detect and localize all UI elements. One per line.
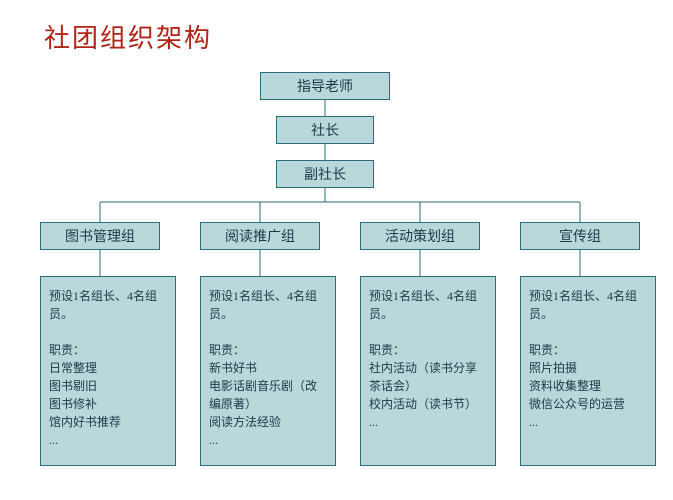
node-label: 副社长: [304, 164, 346, 184]
page-title: 社团组织架构: [44, 18, 212, 55]
node-president: 社长: [276, 116, 374, 144]
detail-line: 电影话剧音乐剧（改编原著）: [209, 377, 327, 413]
detail-blank: [209, 323, 327, 341]
node-root: 指导老师: [260, 72, 390, 100]
detail-duty-label: 职责：: [49, 341, 167, 359]
node-group-2: 阅读推广组: [200, 222, 320, 250]
detail-line: ...: [529, 413, 647, 431]
detail-line: ...: [209, 431, 327, 449]
detail-line: 图书剔旧: [49, 377, 167, 395]
detail-blank: [49, 323, 167, 341]
node-label: 阅读推广组: [225, 226, 295, 246]
detail-staff: 预设1名组长、4名组员。: [209, 287, 327, 323]
detail-duty-label: 职责：: [209, 341, 327, 359]
detail-line: 阅读方法经验: [209, 413, 327, 431]
detail-duty-label: 职责：: [369, 341, 487, 359]
detail-line: ...: [49, 431, 167, 449]
detail-line: ...: [369, 413, 487, 431]
detail-group-2: 预设1名组长、4名组员。 职责：新书好书电影话剧音乐剧（改编原著）阅读方法经验.…: [200, 276, 336, 466]
detail-staff: 预设1名组长、4名组员。: [49, 287, 167, 323]
detail-blank: [369, 323, 487, 341]
detail-group-3: 预设1名组长、4名组员。 职责：社内活动（读书分享茶话会）校内活动（读书节）..…: [360, 276, 496, 466]
node-label: 社长: [311, 120, 339, 140]
detail-line: 社内活动（读书分享茶话会）: [369, 359, 487, 395]
detail-line: 日常整理: [49, 359, 167, 377]
node-group-1: 图书管理组: [40, 222, 160, 250]
node-label: 活动策划组: [385, 226, 455, 246]
detail-staff: 预设1名组长、4名组员。: [369, 287, 487, 323]
detail-duty-label: 职责：: [529, 341, 647, 359]
node-label: 图书管理组: [65, 226, 135, 246]
node-label: 宣传组: [559, 226, 601, 246]
node-group-3: 活动策划组: [360, 222, 480, 250]
detail-line: 馆内好书推荐: [49, 413, 167, 431]
detail-line: 照片拍摄: [529, 359, 647, 377]
detail-group-4: 预设1名组长、4名组员。 职责：照片拍摄资料收集整理微信公众号的运营...: [520, 276, 656, 466]
detail-group-1: 预设1名组长、4名组员。 职责：日常整理图书剔旧图书修补馆内好书推荐...: [40, 276, 176, 466]
detail-line: 新书好书: [209, 359, 327, 377]
detail-line: 资料收集整理: [529, 377, 647, 395]
node-group-4: 宣传组: [520, 222, 640, 250]
detail-line: 微信公众号的运营: [529, 395, 647, 413]
node-label: 指导老师: [297, 76, 353, 96]
detail-blank: [529, 323, 647, 341]
node-vice-president: 副社长: [276, 160, 374, 188]
detail-line: 图书修补: [49, 395, 167, 413]
detail-line: 校内活动（读书节）: [369, 395, 487, 413]
detail-staff: 预设1名组长、4名组员。: [529, 287, 647, 323]
